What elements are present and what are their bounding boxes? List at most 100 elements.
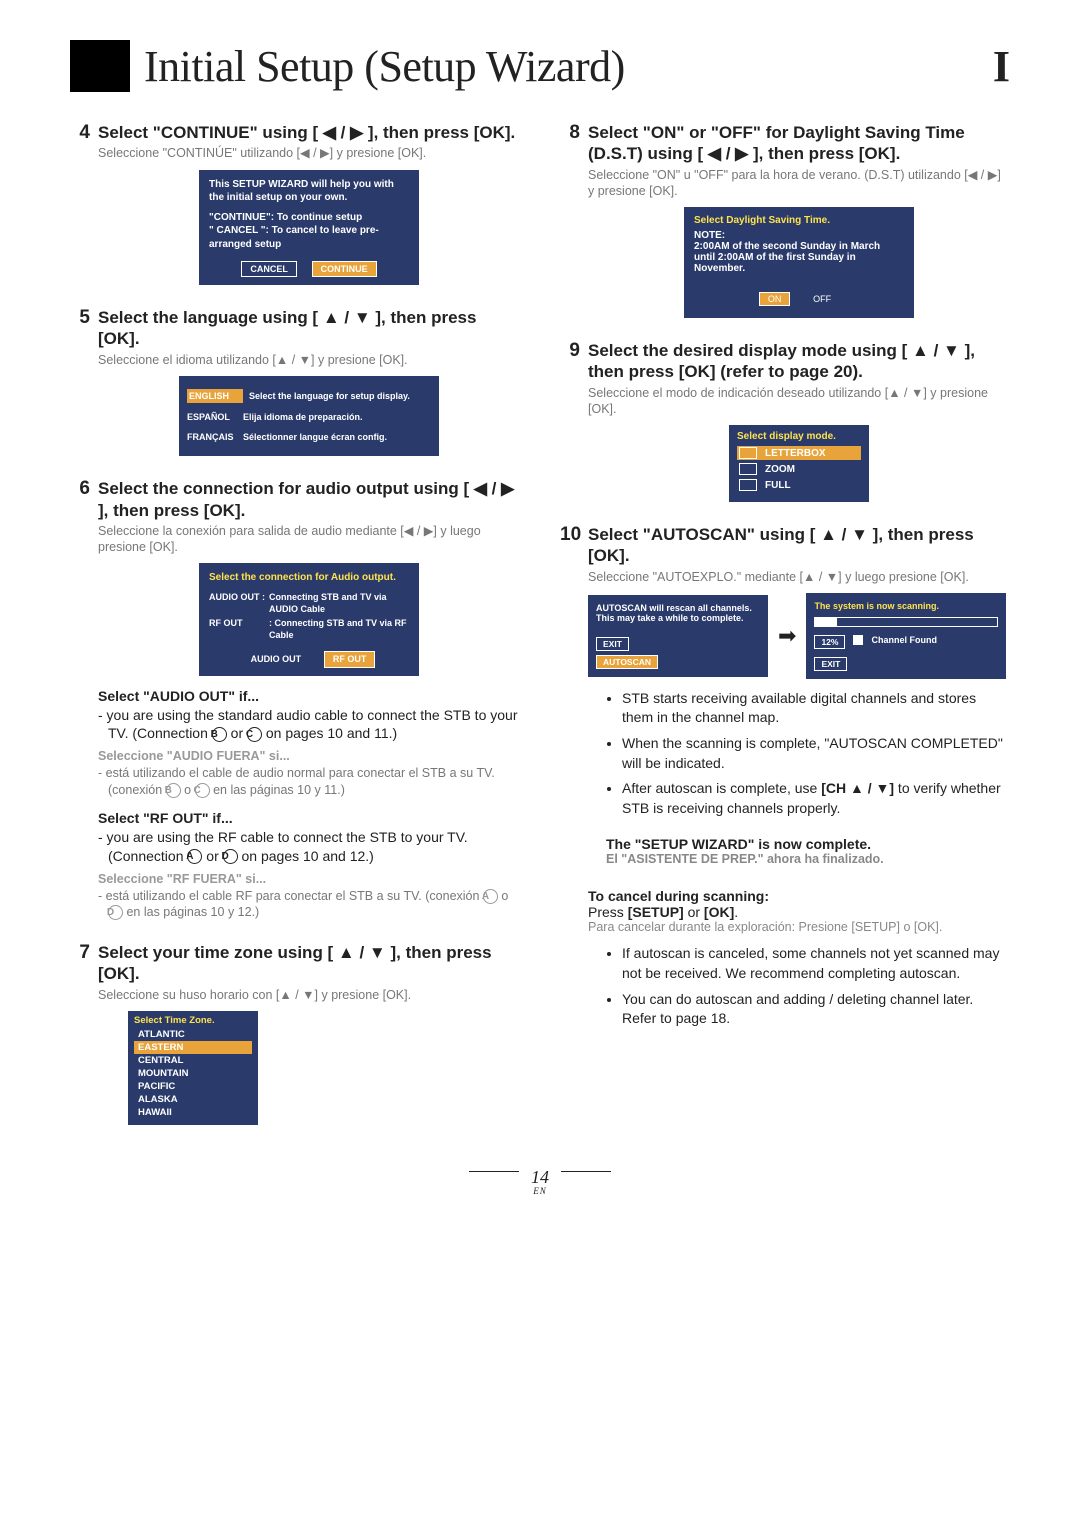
step-sub-es: Seleccione "AUTOEXPLO." mediante [▲ / ▼]… bbox=[588, 569, 1010, 585]
step-sub-es: Seleccione "ON" u "OFF" para la hora de … bbox=[588, 167, 1010, 200]
scan-row: AUTOSCAN will rescan all channels. This … bbox=[588, 593, 1010, 679]
step-7: 7 Select your time zone using [ ▲ / ▼ ],… bbox=[70, 942, 520, 1125]
body-text: - you are using the RF cable to connect … bbox=[98, 828, 520, 866]
osd-label: AUDIO OUT : bbox=[209, 591, 269, 615]
display-full[interactable]: FULL bbox=[737, 478, 861, 492]
title-block-icon bbox=[70, 40, 130, 92]
step-5: 5 Select the language using [ ▲ / ▼ ], t… bbox=[70, 307, 520, 456]
page-footer: 14 EN bbox=[70, 1147, 1010, 1196]
dst-on-button[interactable]: ON bbox=[759, 292, 791, 306]
page-lang: EN bbox=[531, 1186, 549, 1196]
step-number: 5 bbox=[70, 307, 98, 456]
body-text-es: - está utilizando el cable de audio norm… bbox=[98, 765, 520, 798]
tz-eastern[interactable]: EASTERN bbox=[134, 1041, 252, 1054]
connection-b-icon: B bbox=[166, 783, 181, 798]
cancel-text-es: Para cancelar durante la exploración: Pr… bbox=[588, 920, 1010, 934]
connection-c-icon: C bbox=[195, 783, 210, 798]
osd-text: " CANCEL ": To cancel to leave pre-arran… bbox=[209, 224, 409, 251]
osd-audio-output: Select the connection for Audio output. … bbox=[199, 563, 419, 675]
lang-spanish[interactable]: ESPAÑOL bbox=[187, 411, 243, 423]
exit-button[interactable]: EXIT bbox=[596, 637, 629, 651]
osd-title: The system is now scanning. bbox=[814, 601, 998, 611]
letterbox-icon bbox=[739, 447, 757, 459]
arrow-right-icon: ➡ bbox=[778, 623, 796, 649]
cancel-notes-list: If autoscan is canceled, some channels n… bbox=[588, 944, 1010, 1028]
page-title: Initial Setup (Setup Wizard) bbox=[144, 41, 625, 92]
step-heading: Select the language using [ ▲ / ▼ ], the… bbox=[98, 307, 520, 350]
right-column: 8 Select "ON" or "OFF" for Daylight Savi… bbox=[560, 122, 1010, 1147]
note-item: When the scanning is complete, "AUTOSCAN… bbox=[622, 734, 1010, 773]
section-roman: I bbox=[993, 41, 1010, 92]
note-item: STB starts receiving available digital c… bbox=[622, 689, 1010, 728]
channel-found-label: Channel Found bbox=[871, 635, 937, 645]
step-sub-es: Seleccione su huso horario con [▲ / ▼] y… bbox=[98, 987, 520, 1003]
tz-central[interactable]: CENTRAL bbox=[128, 1054, 258, 1067]
complete-text: The "SETUP WIZARD" is now complete. bbox=[588, 836, 1010, 852]
osd-rf-out-button[interactable]: RF OUT bbox=[324, 651, 376, 667]
osd-cancel-button[interactable]: CANCEL bbox=[241, 261, 297, 277]
notes-list: STB starts receiving available digital c… bbox=[588, 689, 1010, 819]
page-number: 14 EN bbox=[531, 1167, 549, 1196]
osd-text: This SETUP WIZARD will help you with the… bbox=[209, 178, 409, 205]
step-8: 8 Select "ON" or "OFF" for Daylight Savi… bbox=[560, 122, 1010, 318]
tz-alaska[interactable]: ALASKA bbox=[128, 1093, 258, 1106]
step-number: 4 bbox=[70, 122, 98, 285]
step-number: 10 bbox=[560, 524, 588, 1035]
osd-continue-button[interactable]: CONTINUE bbox=[312, 261, 377, 277]
cancel-text: Press [SETUP] or [OK]. bbox=[588, 904, 1010, 920]
display-zoom[interactable]: ZOOM bbox=[737, 462, 861, 476]
connection-b-icon: B bbox=[212, 727, 227, 742]
exit-button[interactable]: EXIT bbox=[814, 657, 847, 671]
osd-label: RF OUT bbox=[209, 617, 269, 641]
step-sub-es: Seleccione la conexión para salida de au… bbox=[98, 523, 520, 556]
step-number: 6 bbox=[70, 478, 98, 920]
page-number-value: 14 bbox=[531, 1167, 549, 1187]
display-label: LETTERBOX bbox=[765, 448, 826, 459]
step-heading: Select "ON" or "OFF" for Daylight Saving… bbox=[588, 122, 1010, 165]
tz-hawaii[interactable]: HAWAII bbox=[128, 1106, 258, 1119]
display-letterbox[interactable]: LETTERBOX bbox=[737, 446, 861, 460]
lang-desc: Sélectionner langue écran config. bbox=[243, 431, 387, 443]
step-sub-es: Seleccione "CONTINÚE" utilizando [◀ / ▶]… bbox=[98, 145, 520, 161]
lang-desc: Elija idioma de preparación. bbox=[243, 411, 363, 423]
step-4: 4 Select "CONTINUE" using [ ◀ / ▶ ], the… bbox=[70, 122, 520, 285]
step-heading: Select the connection for audio output u… bbox=[98, 478, 520, 521]
osd-autoscan-prompt: AUTOSCAN will rescan all channels. This … bbox=[588, 595, 768, 677]
connection-d-icon: D bbox=[108, 905, 123, 920]
osd-text: AUTOSCAN will rescan all channels. This … bbox=[596, 603, 760, 623]
osd-scanning: The system is now scanning. 12% Channel … bbox=[806, 593, 1006, 679]
subheading-es: Seleccione "AUDIO FUERA" si... bbox=[98, 749, 520, 763]
step-6: 6 Select the connection for audio output… bbox=[70, 478, 520, 920]
autoscan-button[interactable]: AUTOSCAN bbox=[596, 655, 658, 669]
connection-d-icon: D bbox=[223, 849, 238, 864]
step-number: 8 bbox=[560, 122, 588, 318]
lang-french[interactable]: FRANÇAIS bbox=[187, 431, 243, 443]
connection-a-icon: A bbox=[187, 849, 202, 864]
tz-atlantic[interactable]: ATLANTIC bbox=[128, 1028, 258, 1041]
note-item: If autoscan is canceled, some channels n… bbox=[622, 944, 1010, 983]
step-number: 9 bbox=[560, 340, 588, 502]
tz-mountain[interactable]: MOUNTAIN bbox=[128, 1067, 258, 1080]
osd-note: NOTE: 2:00AM of the second Sunday in Mar… bbox=[694, 230, 904, 274]
step-sub-es: Seleccione el modo de indicación deseado… bbox=[588, 385, 1010, 418]
tz-pacific[interactable]: PACIFIC bbox=[128, 1080, 258, 1093]
osd-dst: Select Daylight Saving Time. NOTE: 2:00A… bbox=[684, 207, 914, 318]
step-number: 7 bbox=[70, 942, 98, 1125]
progress-bar bbox=[814, 617, 998, 627]
zoom-icon bbox=[739, 463, 757, 475]
osd-value: : Connecting STB and TV via RF Cable bbox=[269, 617, 409, 641]
osd-display-mode: Select display mode. LETTERBOX ZOOM FULL bbox=[729, 425, 869, 502]
lang-english[interactable]: ENGLISH bbox=[187, 389, 243, 403]
full-icon bbox=[739, 479, 757, 491]
connection-a-icon: A bbox=[483, 889, 498, 904]
osd-audio-out-button[interactable]: AUDIO OUT bbox=[243, 652, 310, 666]
progress-pct: 12% bbox=[814, 635, 845, 649]
osd-text: "CONTINUE": To continue setup bbox=[209, 211, 409, 225]
connection-c-icon: C bbox=[247, 727, 262, 742]
page-title-row: Initial Setup (Setup Wizard) I bbox=[70, 40, 1010, 92]
osd-title: Select display mode. bbox=[737, 431, 861, 442]
step-10: 10 Select "AUTOSCAN" using [ ▲ / ▼ ], th… bbox=[560, 524, 1010, 1035]
osd-title: Select Time Zone. bbox=[128, 1011, 258, 1028]
dst-off-button[interactable]: OFF bbox=[805, 293, 839, 305]
note-item: You can do autoscan and adding / deletin… bbox=[622, 990, 1010, 1029]
